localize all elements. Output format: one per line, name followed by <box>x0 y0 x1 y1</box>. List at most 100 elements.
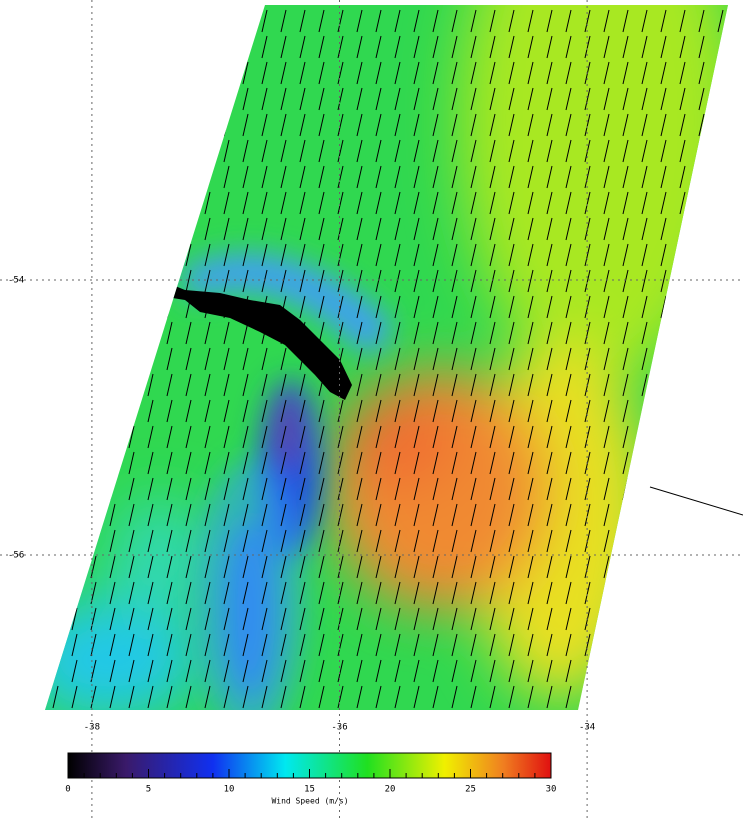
wind-barb <box>699 608 704 630</box>
wind-barb <box>699 686 704 708</box>
wind-barb <box>737 192 742 214</box>
wind-barb <box>718 244 723 266</box>
wind-barb <box>737 712 742 734</box>
wind-barb <box>72 166 77 188</box>
wind-barb <box>661 530 666 552</box>
wind-barb <box>699 296 704 318</box>
wind-barb <box>699 166 704 188</box>
wind-barb <box>680 608 685 630</box>
wind-barb <box>661 374 666 396</box>
wind-barb <box>34 556 39 578</box>
wind-barb <box>737 296 742 318</box>
wind-barb <box>72 114 77 136</box>
wind-barb <box>699 244 704 266</box>
colorbar-tick-label: 10 <box>224 785 235 795</box>
wind-barb <box>53 88 58 110</box>
wind-barb <box>167 36 172 58</box>
wind-barb <box>110 322 115 344</box>
wind-barb <box>718 556 723 578</box>
wind-barb <box>148 192 153 214</box>
wind-barb <box>661 478 666 500</box>
wind-barb <box>224 712 229 734</box>
wind-barb <box>680 504 685 526</box>
wind-barb <box>129 218 134 240</box>
y-tick-label: -54 <box>8 276 24 286</box>
x-tick-label: -36 <box>331 723 347 733</box>
wind-barb <box>110 218 115 240</box>
wind-barb <box>34 582 39 604</box>
pointer-line <box>650 487 743 515</box>
wind-barb <box>34 88 39 110</box>
wind-barb <box>661 582 666 604</box>
wind-barb <box>129 140 134 162</box>
wind-barb <box>167 712 172 734</box>
wind-barb <box>547 712 552 734</box>
wind-barb <box>72 582 77 604</box>
colorbar-tick-label: 0 <box>65 785 70 795</box>
wind-barb <box>110 712 115 734</box>
wind-barb <box>34 296 39 318</box>
wind-barb <box>718 270 723 292</box>
wind-barb <box>148 270 153 292</box>
wind-barb <box>110 270 115 292</box>
wind-barb <box>34 348 39 370</box>
wind-barb <box>680 244 685 266</box>
wind-barb <box>72 10 77 32</box>
wind-barb <box>148 296 153 318</box>
wind-barb <box>680 686 685 708</box>
wind-barb <box>680 660 685 682</box>
wind-barb <box>53 10 58 32</box>
wind-barb <box>34 478 39 500</box>
wind-barb <box>167 114 172 136</box>
wind-barb <box>53 296 58 318</box>
wind-barb <box>718 166 723 188</box>
wind-barb <box>53 452 58 474</box>
colorbar-tick-label: 5 <box>146 785 151 795</box>
wind-barb <box>110 88 115 110</box>
wind-barb <box>34 530 39 552</box>
wind-barb <box>129 296 134 318</box>
wind-barb <box>129 62 134 84</box>
wind-barb <box>718 348 723 370</box>
wind-barb <box>661 400 666 422</box>
wind-barb <box>699 452 704 474</box>
wind-barb <box>642 686 647 708</box>
wind-barb <box>53 166 58 188</box>
wind-barb <box>623 634 628 656</box>
colorbar-label: Wind Speed (m/s) <box>271 797 348 806</box>
wind-barb <box>737 400 742 422</box>
wind-barb <box>737 166 742 188</box>
wind-barb <box>376 712 381 734</box>
wind-barb <box>72 712 77 734</box>
wind-barb <box>718 712 723 734</box>
wind-barb <box>661 556 666 578</box>
wind-barb <box>699 270 704 292</box>
wind-barb <box>604 712 609 734</box>
wind-barb <box>737 530 742 552</box>
wind-barb <box>129 270 134 292</box>
wind-barb <box>718 140 723 162</box>
wind-barb <box>186 114 191 136</box>
wind-barb <box>604 582 609 604</box>
wind-barb <box>129 10 134 32</box>
wind-barb <box>737 556 742 578</box>
wind-barb <box>129 712 134 734</box>
wind-barb <box>129 322 134 344</box>
wind-barb <box>205 36 210 58</box>
wind-barb <box>718 686 723 708</box>
wind-barb <box>718 322 723 344</box>
wind-barb <box>680 322 685 344</box>
wind-barb <box>110 452 115 474</box>
wind-barb <box>737 608 742 630</box>
wind-barb <box>148 166 153 188</box>
wind-barb <box>737 322 742 344</box>
colorbar-tick-label: 25 <box>465 785 476 795</box>
wind-barb <box>205 88 210 110</box>
wind-barb <box>148 322 153 344</box>
wind-barb <box>167 218 172 240</box>
wind-barb <box>623 582 628 604</box>
wind-barb <box>243 712 248 734</box>
wind-barb <box>262 712 267 734</box>
wind-barb <box>680 452 685 474</box>
wind-barb <box>186 140 191 162</box>
